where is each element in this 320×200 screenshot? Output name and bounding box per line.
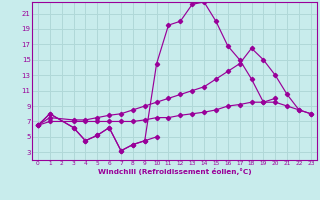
X-axis label: Windchill (Refroidissement éolien,°C): Windchill (Refroidissement éolien,°C) — [98, 168, 251, 175]
